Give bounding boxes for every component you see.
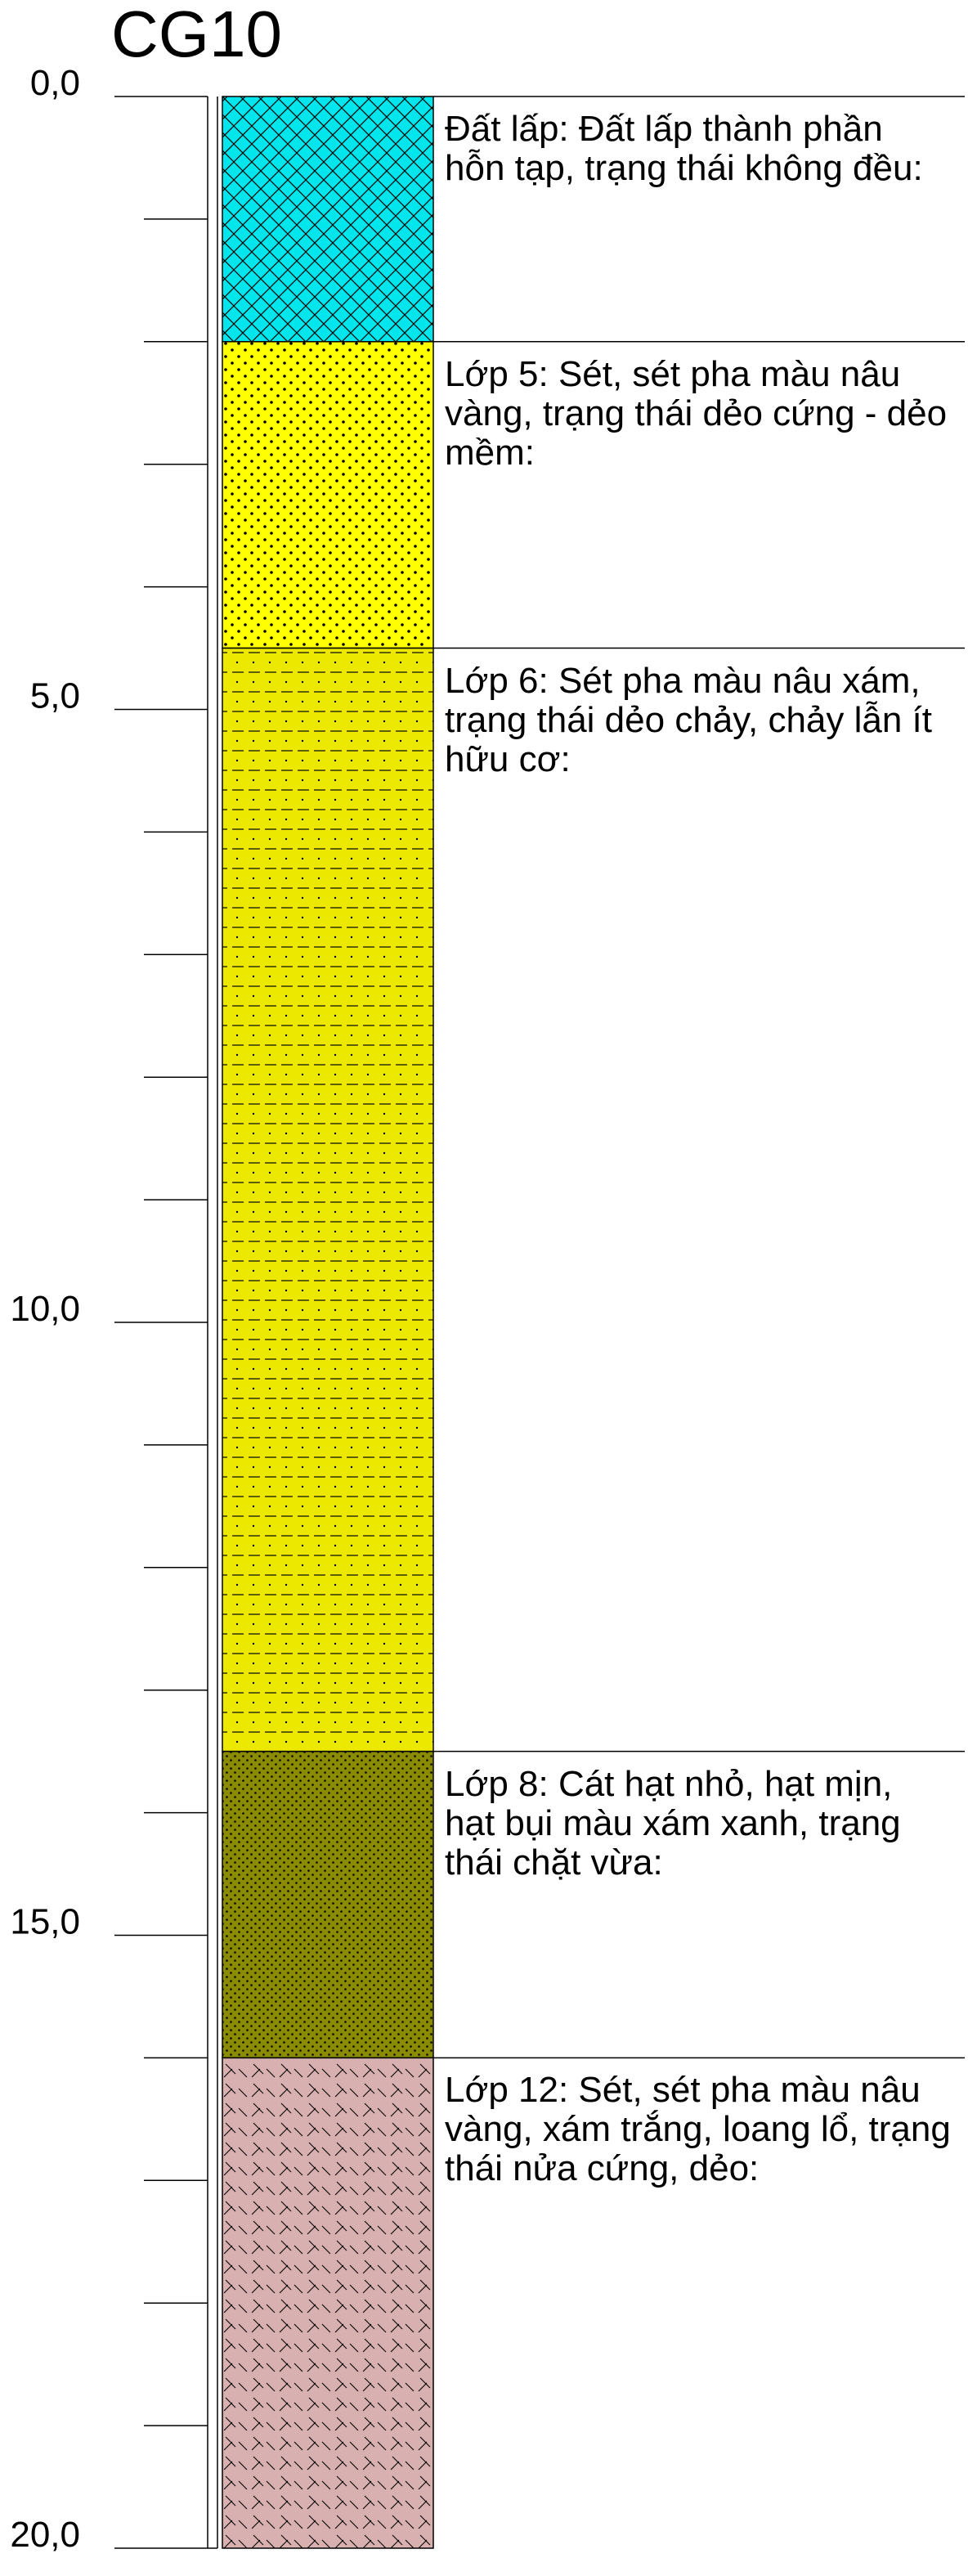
layer-pattern-lop-12 <box>222 2057 434 2549</box>
depth-axis: 0,0 5,0 10,0 15,0 20,0 <box>10 63 218 2555</box>
layer-pattern-lop-5 <box>222 341 434 649</box>
layer-description-lop-12: Lớp 12: Sét, sét pha màu nâu vàng, xám t… <box>445 2070 951 2189</box>
layer-pattern-dat-lap <box>222 96 434 343</box>
layer-description-lop-6: Lớp 6: Sét pha màu nâu xám, trạng thái d… <box>445 660 932 779</box>
layer-description-lop-5: Lớp 5: Sét, sét pha màu nâu vàng, trạng … <box>445 353 948 473</box>
borehole-title: CG10 <box>111 0 282 70</box>
layer-pattern-lop-6 <box>222 647 434 1752</box>
layer-pattern-lop-8 <box>222 1750 434 2059</box>
depth-label: 20,0 <box>10 2515 80 2555</box>
depth-label: 15,0 <box>10 1902 80 1942</box>
depth-label: 0,0 <box>30 63 80 103</box>
depth-label: 10,0 <box>10 1289 80 1329</box>
layer-description-dat-lap: Đất lấp: Đất lấp thành phần hỗn tạp, trạ… <box>445 109 923 188</box>
layer-column <box>222 96 965 2549</box>
layer-description-lop-8: Lớp 8: Cát hạt nhỏ, hạt mịn, hạt bụi màu… <box>445 1763 901 1883</box>
depth-label: 5,0 <box>30 676 80 716</box>
